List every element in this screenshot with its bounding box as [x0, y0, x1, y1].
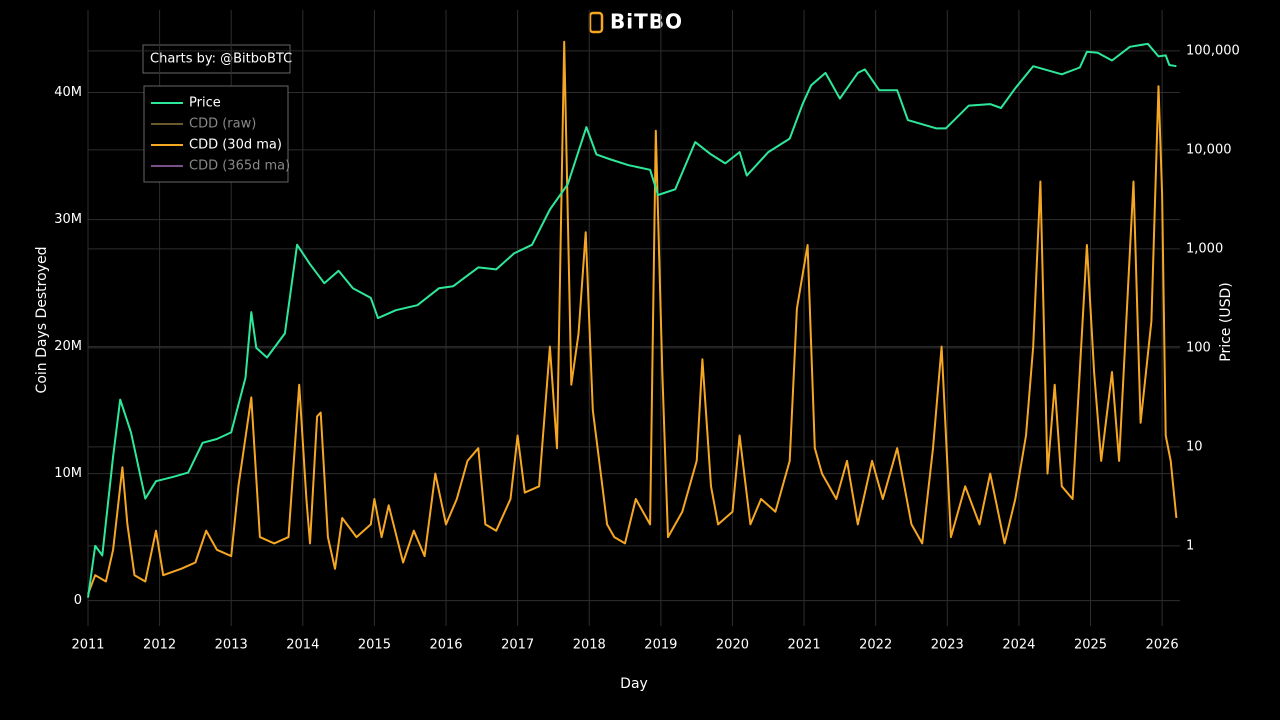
x-tick-label: 2024 — [1002, 638, 1035, 653]
y-axis-title: Coin Days Destroyed — [34, 247, 50, 394]
x-tick-label: 2014 — [286, 638, 319, 653]
y2-tick-label: 10 — [1186, 439, 1203, 454]
x-tick-label: 2011 — [71, 638, 104, 653]
x-axis-title: Day — [620, 676, 648, 692]
brand-name: BiTBO — [610, 10, 683, 34]
legend-label: Price — [189, 96, 221, 111]
plot — [87, 40, 1178, 598]
y-tick-label: 20M — [54, 339, 82, 354]
y-tick-label: 10M — [54, 466, 82, 481]
series-line — [87, 42, 1177, 598]
credit-box — [142, 44, 291, 74]
x-tick-label: 2023 — [931, 638, 964, 653]
x-tick-label: 2026 — [1146, 638, 1179, 653]
x-tick-label: 2017 — [501, 638, 534, 653]
series-line — [87, 40, 1178, 595]
y2-tick-label: 100,000 — [1186, 43, 1240, 58]
brand-logo: BiTBO — [588, 10, 683, 34]
y2-tick-label: 1 — [1186, 538, 1194, 553]
y2-tick-label: 100 — [1186, 340, 1211, 355]
y2-axis-title: Price (USD) — [1218, 282, 1234, 361]
x-tick-label: 2025 — [1074, 638, 1107, 653]
legend-label: CDD (365d ma) — [189, 159, 290, 174]
x-tick-label: 2012 — [143, 638, 176, 653]
y-tick-label: 40M — [54, 85, 82, 100]
y-tick-label: 30M — [54, 212, 82, 227]
x-tick-label: 2022 — [859, 638, 892, 653]
y2-tick-label: 1,000 — [1186, 241, 1223, 256]
legend: Price CDD (raw) CDD (30d ma) CDD (365d ma) — [151, 96, 290, 174]
x-tick-label: 2016 — [429, 638, 462, 653]
x-tick-label: 2019 — [644, 638, 677, 653]
x-tick-label: 2013 — [215, 638, 248, 653]
x-tick-label: 2018 — [573, 638, 606, 653]
credit: Charts by: @BitboBTC — [150, 52, 292, 67]
legend-label: CDD (raw) — [189, 117, 256, 132]
x-tick-label: 2020 — [716, 638, 749, 653]
x-tick-label: 2015 — [358, 638, 391, 653]
y-tick-label: 0 — [74, 593, 82, 608]
x-tick-label: 2021 — [788, 638, 821, 653]
legend-label: CDD (30d ma) — [189, 138, 282, 153]
y2-tick-label: 10,000 — [1186, 142, 1232, 157]
